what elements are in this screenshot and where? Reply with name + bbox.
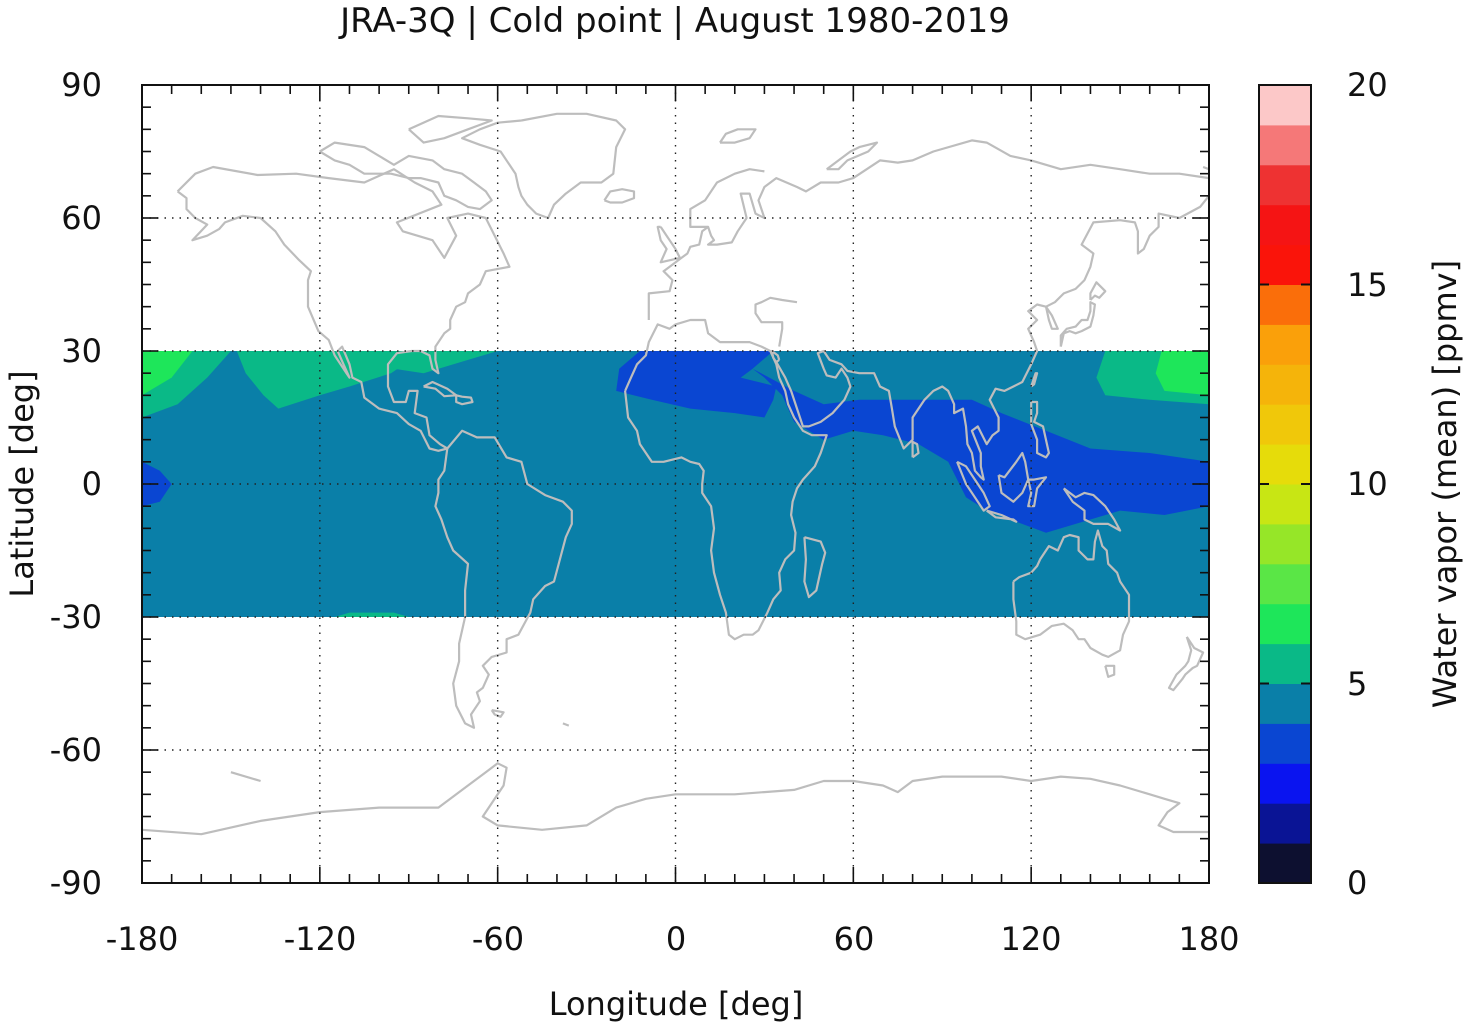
field-region	[236, 351, 418, 409]
colorbar-swatch	[1259, 843, 1311, 884]
coastline	[1089, 281, 1107, 301]
y-tick-label: -90	[50, 864, 102, 902]
coastline	[1059, 301, 1096, 347]
coastline	[455, 394, 474, 406]
coastline	[141, 762, 1209, 836]
coastline	[775, 195, 1210, 481]
y-tick-label: 60	[61, 199, 102, 237]
colorbar-label: Water vapor (mean) [ppmv]	[1426, 260, 1464, 708]
y-tick-label: 0	[82, 465, 102, 503]
coastline	[434, 429, 573, 729]
colorbar-swatch	[1259, 763, 1311, 804]
colorbar-swatch	[1259, 444, 1311, 485]
colorbar-tick-label: 20	[1347, 66, 1388, 104]
colorbar-swatches	[1259, 85, 1311, 884]
coastline	[603, 188, 636, 204]
coastlines	[141, 112, 1210, 836]
colorbar-swatch	[1259, 523, 1311, 565]
coastline	[230, 771, 261, 783]
coastline	[986, 509, 1018, 523]
plot-frame	[141, 84, 1210, 884]
coastline	[689, 168, 765, 228]
coastline	[1012, 529, 1131, 658]
colorbar-swatch	[1259, 643, 1311, 684]
x-tick-label: -60	[472, 920, 524, 958]
colorbar-swatch	[1259, 204, 1311, 246]
colorbar-tick-label: 5	[1347, 665, 1367, 703]
field-region	[334, 612, 409, 617]
coastline	[956, 460, 991, 512]
coastline	[490, 709, 505, 718]
coastline	[911, 440, 920, 459]
coastline	[770, 349, 781, 364]
chart-title: JRA-3Q | Cold point | August 1980-2019	[338, 1, 1010, 41]
colorbar-tick-label: 0	[1347, 864, 1367, 902]
plot-area	[141, 84, 1210, 884]
colorbar: 20 15 10 5 0 Water vapor (mean) [ppmv]	[1258, 66, 1464, 902]
coastline	[319, 141, 493, 211]
field-region	[1155, 351, 1209, 396]
coastline	[1027, 476, 1048, 508]
grid-lines	[142, 85, 1209, 883]
x-axis: -180 -120 -60 0 60 120 180 Longitude [de…	[106, 920, 1240, 1023]
coastline	[826, 141, 879, 171]
colorbar-swatch	[1259, 364, 1311, 405]
x-tick-label: 60	[834, 920, 875, 958]
colorbar-swatch	[1259, 484, 1311, 525]
colorbar-swatch	[1259, 563, 1311, 605]
y-axis-label: Latitude [deg]	[3, 370, 41, 597]
x-tick-label: -120	[284, 920, 357, 958]
coastline	[997, 451, 1030, 503]
colorbar-frame	[1258, 84, 1312, 884]
y-tick-label: 30	[61, 332, 102, 370]
colorbar-swatch	[1259, 85, 1311, 126]
y-tick-label: 90	[61, 66, 102, 104]
x-tick-label: -180	[106, 920, 179, 958]
coastline	[408, 114, 493, 144]
colorbar-swatch	[1259, 124, 1311, 166]
coastline	[1062, 487, 1122, 532]
coastline	[1030, 372, 1039, 388]
coastline	[562, 722, 570, 727]
coastline	[754, 296, 798, 347]
coastline	[1104, 664, 1116, 678]
coastline	[1030, 400, 1050, 459]
x-tick-label: 120	[1000, 920, 1061, 958]
colorbar-swatch	[1259, 723, 1311, 764]
field-region	[616, 351, 777, 418]
colorbar-swatch	[1259, 404, 1311, 445]
colorbar-swatch	[1259, 284, 1311, 325]
coastline	[656, 225, 681, 264]
colorbar-swatch	[1259, 803, 1311, 844]
coastline	[461, 112, 627, 220]
colorbar-swatch	[1259, 603, 1311, 645]
field-region	[142, 351, 193, 396]
coastline	[1167, 636, 1205, 692]
coastline	[624, 318, 828, 641]
coastline	[647, 139, 1210, 320]
colorbar-tick-label: 15	[1347, 266, 1388, 304]
y-axis: 90 60 30 0 -30 -60 -90 Latitude [deg]	[3, 66, 102, 902]
field-region	[379, 351, 498, 374]
colorbar-swatch	[1259, 683, 1311, 724]
y-tick-label: -60	[50, 731, 102, 769]
x-tick-label: 180	[1178, 920, 1239, 958]
y-tick-label: -30	[50, 598, 102, 636]
colorbar-swatch	[1259, 244, 1311, 285]
colorbar-swatch	[1259, 324, 1311, 365]
x-tick-label: 0	[666, 920, 686, 958]
colorbar-swatch	[1259, 164, 1311, 206]
coastline	[176, 165, 511, 452]
x-axis-label: Longitude [deg]	[549, 985, 804, 1023]
colorbar-tick-label: 10	[1347, 465, 1388, 503]
coastline	[803, 536, 827, 599]
coastline	[719, 128, 757, 144]
